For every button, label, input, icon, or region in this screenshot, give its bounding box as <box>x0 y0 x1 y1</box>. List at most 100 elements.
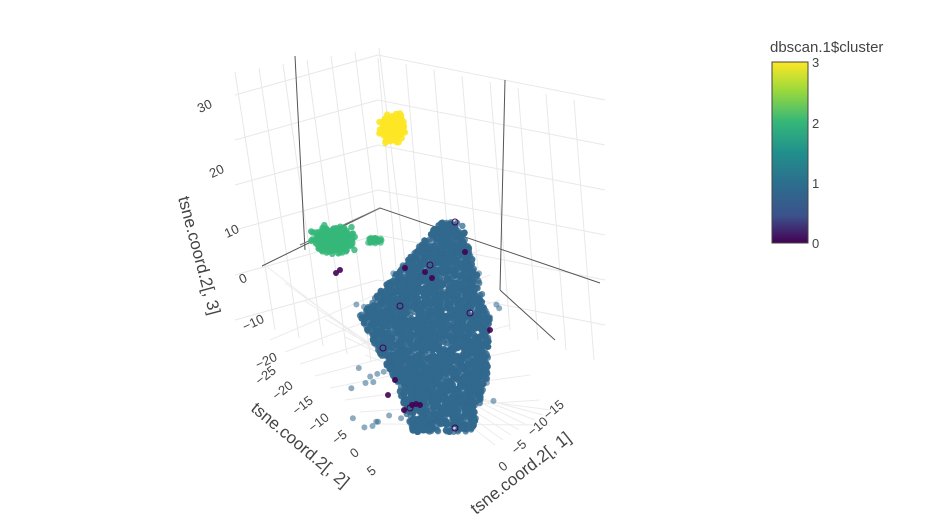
point-cluster-1 <box>454 302 461 309</box>
point-cluster-1 <box>398 311 406 319</box>
point-cluster-3 <box>392 116 399 123</box>
point-cluster-1 <box>415 351 422 358</box>
z-tick-10: 10 <box>222 221 241 241</box>
point-cluster-1 <box>476 279 483 287</box>
z-tick-minus10: −10 <box>240 311 266 334</box>
point-cluster-1 <box>386 412 393 419</box>
point-cluster-1 <box>408 392 415 399</box>
point-cluster-1 <box>475 303 482 310</box>
point-cluster-1 <box>450 297 458 304</box>
point-cluster-1 <box>410 363 417 370</box>
point-cluster-1 <box>466 365 473 372</box>
point-cluster-1 <box>390 289 398 296</box>
point-cluster-1 <box>447 387 455 394</box>
point-cluster-1 <box>435 315 442 322</box>
point-cluster-1 <box>464 304 471 311</box>
point-cluster-1 <box>453 279 461 287</box>
point-cluster-1 <box>486 316 493 324</box>
point-cluster-1 <box>414 333 421 341</box>
colorbar-title: dbscan.1$cluster <box>770 39 883 56</box>
point-cluster-1 <box>470 422 477 429</box>
point-cluster-1 <box>462 313 469 321</box>
point-cluster-1 <box>458 240 466 248</box>
point-cluster-1 <box>452 366 460 374</box>
point-cluster-1 <box>414 341 421 349</box>
point-cluster-1 <box>404 356 412 363</box>
y-tick-minus20: −20 <box>269 378 296 403</box>
point-cluster-1 <box>403 299 410 307</box>
point-cluster-1 <box>451 227 458 234</box>
point-cluster-1 <box>386 281 393 288</box>
point-cluster-0 <box>417 402 423 408</box>
point-cluster-1 <box>442 427 450 434</box>
point-cluster-1 <box>456 309 464 316</box>
z-tick-0: 0 <box>236 270 249 287</box>
point-cluster-0 <box>466 309 474 317</box>
point-cluster-2 <box>349 236 356 243</box>
point-cluster-1 <box>415 317 422 324</box>
point-cluster-1 <box>396 347 403 354</box>
point-cluster-1 <box>466 263 473 270</box>
point-cluster-1 <box>385 321 392 328</box>
point-cluster-2 <box>336 246 343 253</box>
point-cluster-0 <box>406 404 414 412</box>
point-cluster-1 <box>367 373 374 380</box>
point-cluster-1 <box>415 266 423 273</box>
point-cluster-1 <box>378 327 386 334</box>
point-cluster-1 <box>361 424 368 431</box>
point-cluster-1 <box>480 356 487 363</box>
point-cluster-1 <box>466 396 473 403</box>
point-cluster-1 <box>426 317 434 324</box>
point-cluster-2 <box>327 239 334 246</box>
grid-line <box>234 71 276 331</box>
axis-line <box>294 55 306 251</box>
point-cluster-1 <box>433 248 441 255</box>
point-cluster-1 <box>483 335 490 342</box>
grid-line <box>377 99 606 146</box>
point-cluster-3 <box>400 128 407 135</box>
point-cluster-1 <box>483 379 490 386</box>
point-cluster-1 <box>448 310 456 317</box>
point-cluster-1 <box>436 350 444 357</box>
point-cluster-1 <box>435 330 442 337</box>
point-cluster-1 <box>436 282 444 289</box>
point-cluster-1 <box>413 295 421 303</box>
point-cluster-1 <box>475 322 482 329</box>
point-cluster-1 <box>380 296 387 303</box>
grid-line <box>573 99 595 361</box>
colorbar[interactable]: dbscan.1$cluster 3 2 1 0 <box>770 39 883 251</box>
point-cluster-1 <box>389 312 397 319</box>
point-cluster-1 <box>457 343 464 350</box>
point-cluster-1 <box>375 308 382 315</box>
point-cluster-1 <box>477 297 484 304</box>
point-cluster-1 <box>466 410 473 417</box>
point-cluster-1 <box>396 364 403 372</box>
point-cluster-1 <box>405 363 413 370</box>
point-cluster-1 <box>462 257 469 264</box>
point-cluster-1 <box>405 283 412 290</box>
point-cluster-0 <box>402 265 408 271</box>
point-cluster-1 <box>432 262 439 269</box>
point-cluster-1 <box>464 293 471 300</box>
point-cluster-1 <box>384 331 391 338</box>
point-cluster-2 <box>308 228 315 235</box>
point-cluster-1 <box>438 358 446 365</box>
point-cluster-1 <box>374 370 381 377</box>
point-cluster-1 <box>419 413 426 421</box>
point-cluster-1 <box>474 356 481 364</box>
point-cluster-1 <box>452 257 459 265</box>
point-cluster-1 <box>459 425 466 432</box>
point-cluster-1 <box>416 380 424 387</box>
point-cluster-1 <box>473 310 480 317</box>
point-cluster-1 <box>462 274 469 282</box>
point-cluster-1 <box>427 358 434 365</box>
point-cluster-1 <box>466 270 473 277</box>
point-cluster-1 <box>438 322 445 329</box>
colorbar-tick-1: 1 <box>812 176 819 191</box>
point-cluster-0 <box>426 261 434 269</box>
axis-line <box>499 79 506 291</box>
point-cluster-1 <box>441 330 449 338</box>
point-cluster-1 <box>464 332 471 339</box>
point-cluster-1 <box>471 387 478 394</box>
